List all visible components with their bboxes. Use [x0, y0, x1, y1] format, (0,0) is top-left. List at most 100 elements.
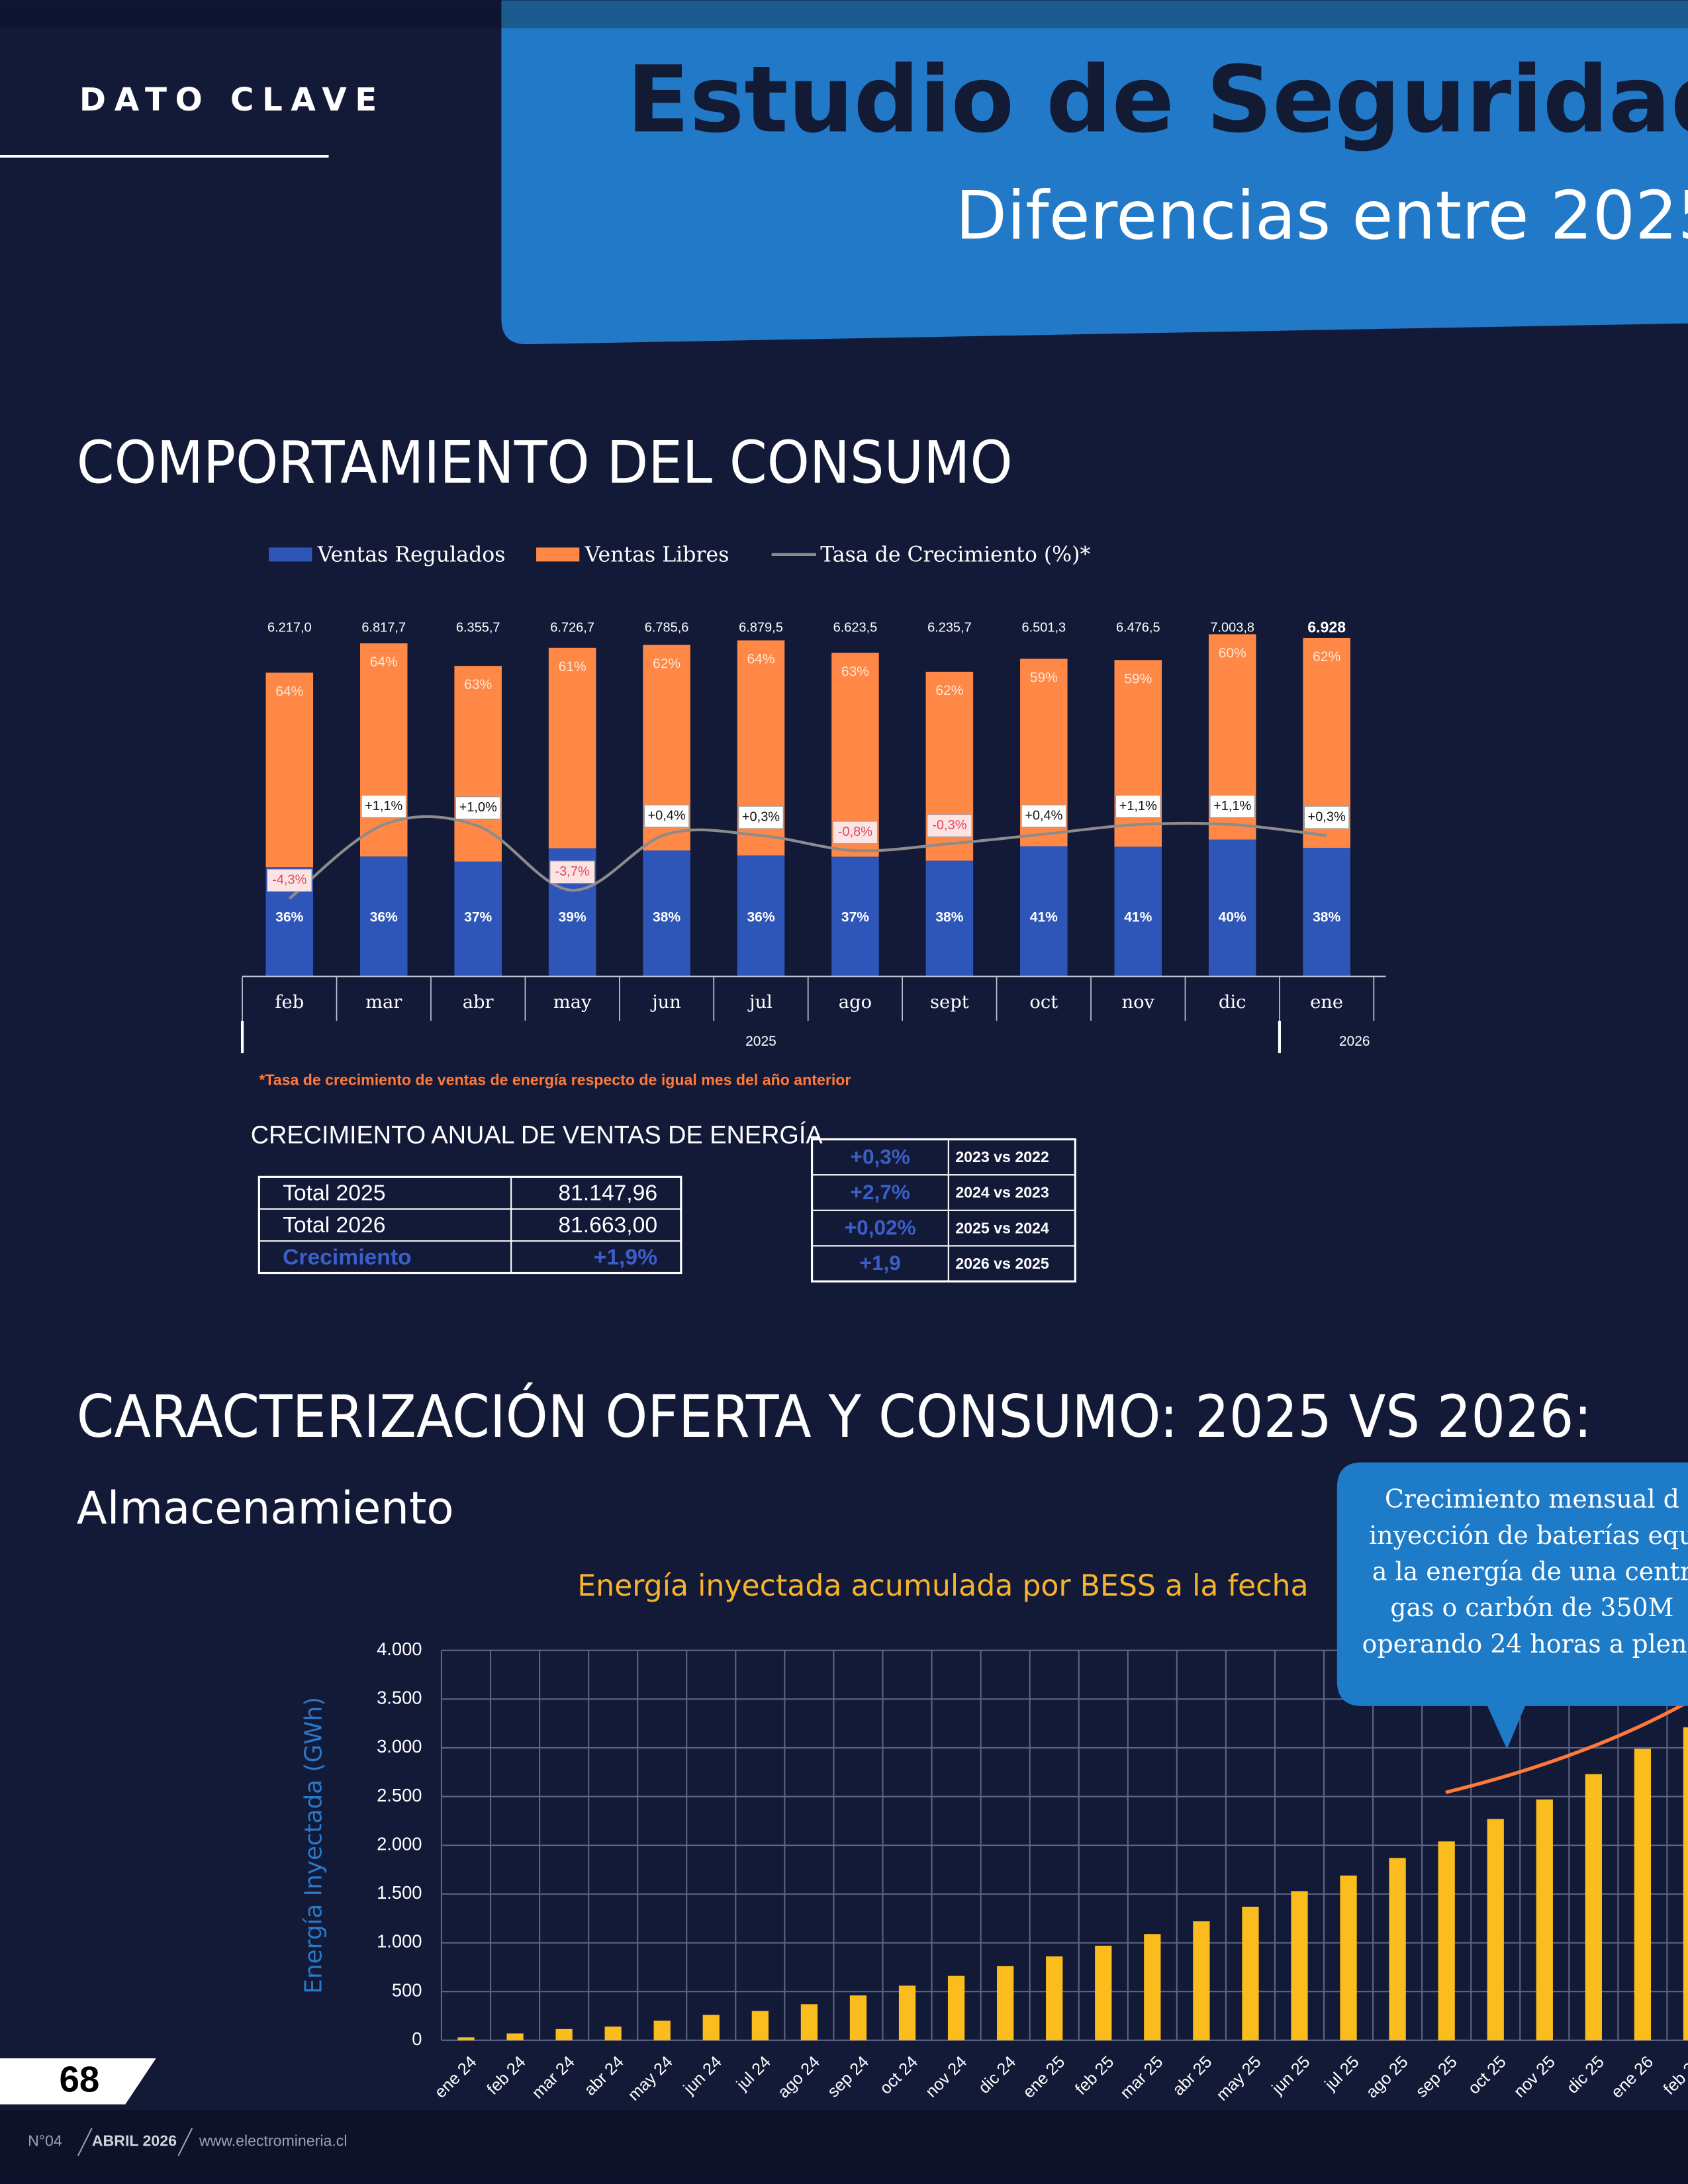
group-label: 2026: [1339, 1034, 1370, 1049]
table-title: CRECIMIENTO ANUAL DE VENTAS DE ENERGÍA: [251, 1120, 823, 1149]
callout-line: Crecimiento mensual d: [1385, 1484, 1679, 1514]
table-border: [258, 1175, 682, 1275]
table-cell: 81.663,00: [558, 1213, 657, 1238]
growth-label: +1,0%: [459, 800, 497, 815]
growth-label-box: [832, 821, 878, 844]
table-cell: 2026 vs 2025: [955, 1255, 1049, 1272]
growth-label-box: [549, 860, 595, 884]
table-cell: +0,02%: [845, 1216, 916, 1240]
table-cell: Total 2025: [283, 1181, 385, 1206]
bar: [1585, 1774, 1602, 2040]
section-subtitle: Almacenamiento: [77, 1482, 454, 1534]
bar: [800, 2004, 818, 2040]
growth-label-box: [455, 796, 501, 820]
bar-label: 63%: [841, 664, 869, 679]
bar: [1046, 1956, 1063, 2040]
page-number-box: [0, 2058, 156, 2105]
y-tick-label: 3.000: [377, 1736, 422, 1756]
bar: [1193, 1921, 1210, 2040]
bar-label: 36%: [747, 910, 774, 925]
growth-label: -3,7%: [555, 864, 590, 879]
total-label: 6.235,7: [927, 621, 972, 635]
bar-label: 64%: [747, 652, 774, 667]
total-label: 6.355,7: [456, 621, 500, 635]
chart-title: Energía inyectada acumulada por BESS a l…: [577, 1569, 1308, 1603]
growth-label-box: [927, 814, 972, 837]
bar: [1144, 1934, 1161, 2040]
y-tick-label: 1.500: [377, 1882, 422, 1903]
bar: [947, 1976, 965, 2040]
growth-label: +0,3%: [1308, 809, 1346, 824]
footer-issue: N°04: [28, 2132, 62, 2149]
legend-swatch: [269, 547, 312, 562]
legend-label: Ventas Libres: [585, 543, 729, 567]
bar-label: 62%: [1313, 649, 1340, 664]
section-title: CARACTERIZACIÓN OFERTA Y CONSUMO: 2025 V…: [77, 1382, 1592, 1451]
bar-label: 61%: [559, 659, 586, 674]
growth-label-box: [1115, 795, 1161, 818]
growth-label-box: [1021, 804, 1067, 828]
growth-label-box: [738, 805, 784, 829]
y-tick-label: 4.000: [377, 1639, 422, 1659]
growth-label: +0,4%: [647, 808, 685, 823]
header-box: [501, 28, 1688, 345]
x-tick-label: may: [553, 992, 592, 1013]
group-label: 2025: [745, 1034, 776, 1049]
trend-arrow: [1445, 1700, 1688, 1794]
header-subtitle: Diferencias entre 2025: [955, 177, 1688, 255]
table-cell: +0,3%: [851, 1144, 910, 1168]
y-tick-label: 2.000: [377, 1833, 422, 1854]
y-tick-label: 3.500: [377, 1688, 422, 1708]
bar-segment: [925, 860, 974, 977]
x-tick-label: mar: [365, 992, 402, 1013]
bar-label: 37%: [841, 910, 869, 925]
x-tick-label: sept: [930, 992, 969, 1013]
growth-label-box: [643, 804, 690, 828]
header-title: Estudio de Seguridad de: [627, 46, 1688, 153]
total-label: 6.879,5: [739, 621, 783, 635]
bar-segment: [831, 856, 879, 977]
sales-table: Total 2025 81.147,96 Total 2026 81.663,00 Cr…: [258, 1175, 682, 1275]
growth-label: -0,8%: [838, 825, 872, 839]
y-tick-label: 2.500: [377, 1785, 422, 1805]
table-cell: Crecimiento: [283, 1245, 412, 1269]
total-label: 6.476,5: [1116, 621, 1160, 635]
bar-label: 39%: [559, 910, 586, 925]
growth-label-box: [1303, 805, 1350, 829]
growth-line: [289, 815, 1327, 900]
bar: [1242, 1907, 1259, 2040]
bar-label: 38%: [653, 910, 680, 925]
bar: [604, 2026, 622, 2040]
bar-segment: [265, 672, 314, 868]
total-label: 7.003,8: [1210, 621, 1254, 635]
header-tag: DATO CLAVE: [79, 81, 385, 118]
bar: [751, 2011, 769, 2040]
footer-band: [0, 2109, 1688, 2184]
total-label: 6.785,6: [645, 621, 689, 635]
growth-label: +1,1%: [365, 799, 402, 813]
table-cell: 81.147,96: [558, 1181, 657, 1206]
section-title: COMPORTAMIENTO DEL CONSUMO: [77, 429, 1013, 497]
bar-segment: [1303, 848, 1350, 977]
bar: [1291, 1891, 1308, 2040]
legend-label: Ventas Regulados: [317, 543, 506, 567]
bar-segment: [359, 856, 408, 977]
y-tick-label: 1.000: [377, 1931, 422, 1952]
callout-line: operando 24 horas a plena: [1362, 1629, 1688, 1659]
bar-label: 64%: [275, 684, 303, 699]
y-tick-label: 0: [412, 2028, 422, 2049]
bar-label: 38%: [935, 910, 963, 925]
bar: [1536, 1799, 1553, 2040]
bar: [1340, 1875, 1357, 2040]
footer-date: ABRIL 2026: [92, 2132, 177, 2149]
growth-label-box: [1209, 795, 1255, 818]
bar-label: 59%: [1030, 670, 1058, 685]
bar-label: 64%: [370, 655, 398, 670]
callout-line: inyección de baterías equ: [1369, 1521, 1688, 1550]
bar-label: 36%: [370, 910, 398, 925]
total-label: 6.928: [1307, 618, 1346, 635]
bar: [1438, 1841, 1455, 2040]
footer-sep: [177, 2127, 193, 2156]
